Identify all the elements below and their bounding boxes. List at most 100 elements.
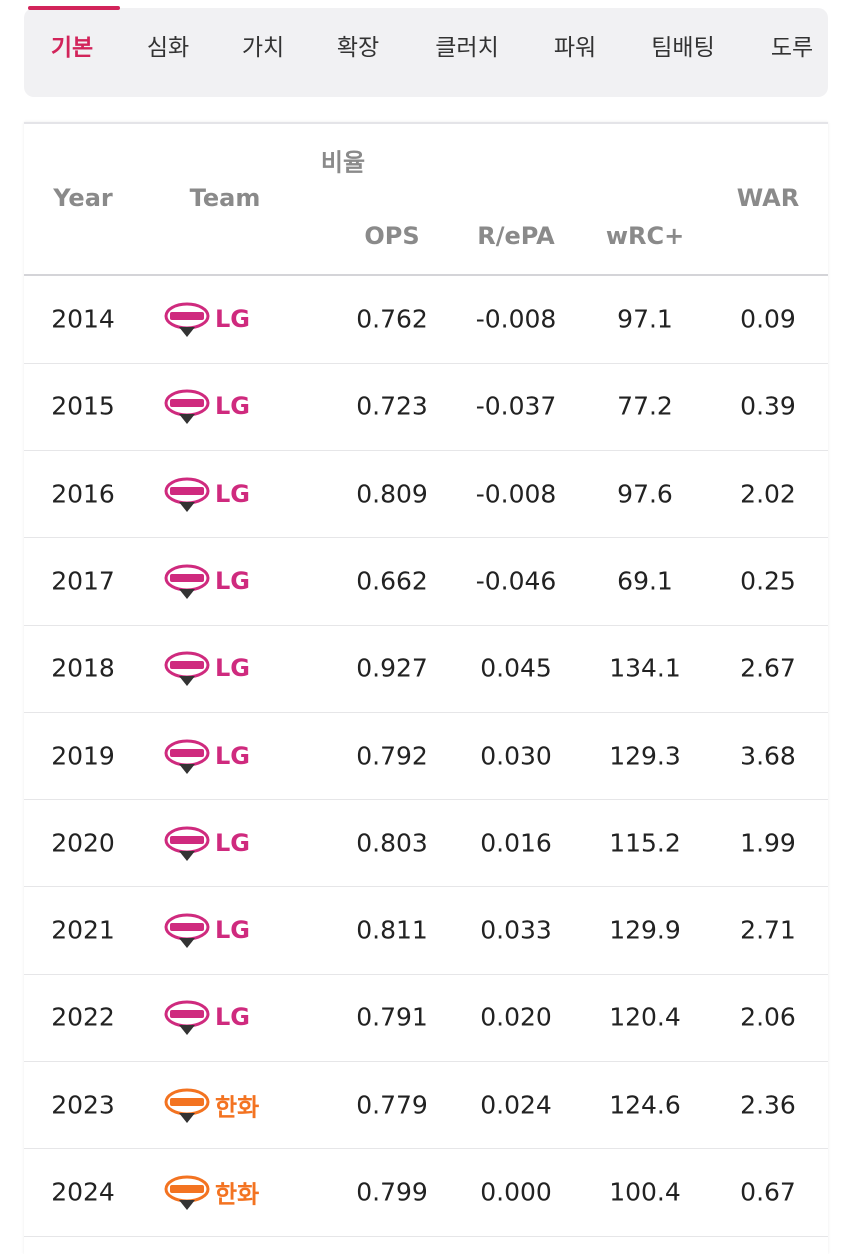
team-logo <box>164 299 210 339</box>
ops: 0.811 <box>356 915 428 945</box>
logo-band <box>170 312 204 320</box>
logo-shape <box>164 1088 210 1123</box>
row-divider <box>24 1061 828 1063</box>
table-card <box>24 122 828 1254</box>
war: 2.67 <box>740 653 796 683</box>
year: 2020 <box>51 828 115 858</box>
war: 0.09 <box>740 304 796 334</box>
tab[interactable]: 확장 <box>336 35 380 61</box>
tab[interactable]: 심화 <box>146 35 190 61</box>
repa: 0.016 <box>480 828 552 858</box>
logo-band <box>170 1185 204 1193</box>
ops: 0.799 <box>356 1177 428 1207</box>
team-logo <box>164 648 210 688</box>
logo-shape <box>164 477 210 512</box>
row-divider <box>24 973 828 975</box>
logo-shape <box>164 302 210 337</box>
repa: -0.037 <box>475 391 557 421</box>
ops: 0.809 <box>356 479 428 509</box>
war: 0.67 <box>740 1177 796 1207</box>
row-divider <box>24 711 828 713</box>
repa: -0.046 <box>475 566 557 596</box>
header-divider <box>24 274 828 276</box>
year: 2015 <box>51 391 115 421</box>
team-name: LG <box>215 654 250 683</box>
tab-bar <box>24 8 828 97</box>
year: 2018 <box>51 653 115 683</box>
war: 0.39 <box>740 391 796 421</box>
logo-band <box>170 923 204 932</box>
wrc-plus: 134.1 <box>609 653 681 683</box>
header-war: WAR <box>736 184 800 212</box>
repa: -0.008 <box>475 479 557 509</box>
logo-point <box>179 501 195 512</box>
logo-point <box>179 1112 195 1123</box>
year: 2024 <box>51 1177 115 1207</box>
tab[interactable]: 팀배팅 <box>651 35 715 61</box>
screen: {"tabs": ["기본", "심화", "가치", "확장", "클러치",… <box>24 6 828 1237</box>
repa: 0.045 <box>480 653 552 683</box>
logo-band <box>170 835 204 844</box>
logo-point <box>179 938 195 949</box>
wrc-plus: 77.2 <box>617 391 673 421</box>
logo-point <box>179 414 195 425</box>
team-logo <box>164 561 210 601</box>
team-logo <box>164 386 210 426</box>
logo-shape <box>164 564 210 599</box>
team-name: LG <box>215 916 250 945</box>
tab[interactable]: 도루 <box>770 35 814 61</box>
team-name: LG <box>215 305 250 333</box>
logo-shape <box>164 913 210 949</box>
wrc-plus: 100.4 <box>609 1177 681 1207</box>
tab[interactable]: 클러치 <box>435 35 499 61</box>
repa: 0.020 <box>480 1002 552 1032</box>
year: 2014 <box>51 304 115 334</box>
team-name: LG <box>215 566 250 595</box>
wrc-plus: 129.9 <box>609 915 681 945</box>
logo-point <box>179 676 195 687</box>
row-divider <box>24 537 828 539</box>
wrc-plus: 97.6 <box>617 479 673 509</box>
ops: 0.791 <box>356 1002 428 1032</box>
war: 2.02 <box>740 479 796 509</box>
header-team: Team <box>189 184 261 212</box>
logo-point <box>179 850 195 861</box>
header-group: 비율 <box>320 148 366 177</box>
tab[interactable]: 파워 <box>553 35 597 61</box>
team-logo <box>164 1172 210 1212</box>
logo-shape <box>164 1175 210 1210</box>
year: 2021 <box>51 915 115 945</box>
war: 0.25 <box>740 566 796 596</box>
row-divider <box>24 1235 828 1237</box>
logo-shape <box>164 739 210 774</box>
logo-band <box>170 573 204 582</box>
war: 2.06 <box>740 1002 796 1032</box>
team-logo <box>164 910 210 950</box>
repa: 0.000 <box>480 1177 552 1207</box>
tab[interactable]: 가치 <box>241 35 285 61</box>
team-logo <box>164 823 210 863</box>
year: 2017 <box>51 566 115 596</box>
row-divider <box>24 449 828 451</box>
team-name: 한화 <box>215 1093 260 1122</box>
repa: 0.030 <box>480 741 552 770</box>
team-logo <box>164 997 210 1037</box>
repa: 0.033 <box>480 915 552 945</box>
logo-band <box>170 1010 204 1019</box>
logo-shape <box>164 389 210 425</box>
tab[interactable]: 기본 <box>50 35 94 61</box>
row-divider <box>24 624 828 626</box>
ops: 0.779 <box>356 1090 428 1120</box>
logo-point <box>179 1025 195 1036</box>
row-divider <box>24 886 828 888</box>
logo-point <box>179 327 195 337</box>
logo-band <box>170 399 204 408</box>
team-name: LG <box>215 741 250 770</box>
war: 2.36 <box>740 1090 796 1120</box>
wrc-plus: 124.6 <box>609 1090 681 1120</box>
header-ops: OPS <box>364 222 420 250</box>
wrc-plus: 69.1 <box>617 566 673 596</box>
header-wrc: wRC+ <box>605 222 685 250</box>
ops: 0.803 <box>356 828 428 858</box>
team-logo <box>164 1085 210 1125</box>
